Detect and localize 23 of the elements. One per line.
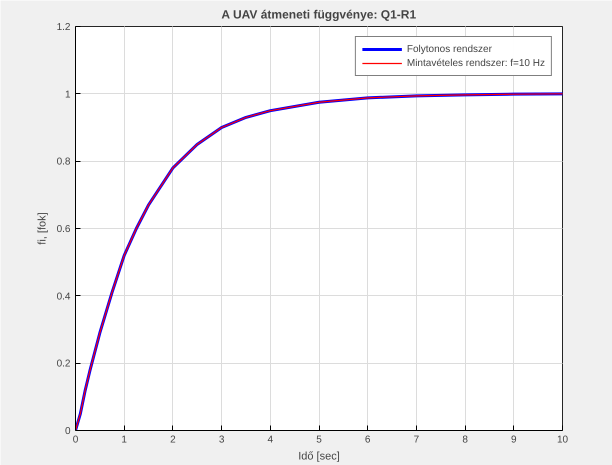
x-tick-label: 3 (218, 434, 225, 446)
y-tick-label: 1 (64, 89, 71, 100)
x-tick-label: 2 (170, 434, 176, 446)
y-tick-label: 0.6 (56, 224, 71, 235)
chart-title: A UAV átmeneti függvénye: Q1-R1 (221, 8, 416, 22)
x-tick-label: 1 (121, 434, 128, 446)
x-tick-label: 7 (414, 434, 420, 446)
x-tick-label: 10 (556, 434, 568, 446)
y-tick-label: 1.2 (56, 22, 71, 33)
x-tick-label: 6 (364, 434, 371, 446)
x-tick-label: 8 (462, 434, 468, 446)
y-axis-title: fi, [fok] (36, 212, 49, 245)
y-tick-label: 0.4 (56, 291, 71, 302)
y-tick-label: 0 (64, 426, 71, 437)
x-tick-label: 9 (511, 434, 518, 446)
y-tick-label: 0.2 (56, 358, 71, 370)
y-tick-label: 0.8 (56, 156, 71, 168)
legend-label: Folytonos rendszer (406, 44, 492, 54)
legend-label: Mintavételes rendszer: f=10 Hz (406, 58, 545, 68)
x-tick-label: 4 (268, 434, 274, 446)
x-tick-label: 0 (72, 434, 79, 446)
x-tick-label: 5 (316, 434, 322, 446)
x-axis-title: Idő [sec] (298, 450, 340, 462)
